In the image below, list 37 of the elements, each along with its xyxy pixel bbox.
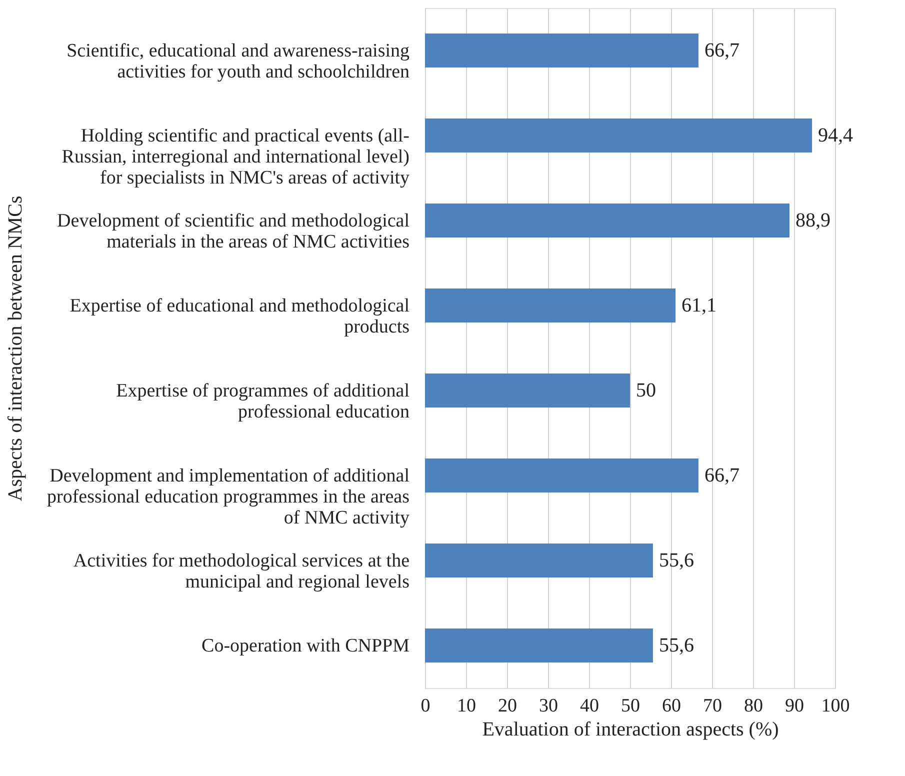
y-tick-label: Scientific, educational and awareness-raising activities for youth and schoolchildren (66, 40, 410, 82)
data-label: 66,7 (704, 40, 740, 62)
data-label: 88,9 (795, 210, 830, 232)
data-label: 55,6 (658, 634, 694, 656)
y-tick-label: Expertise of programmes of additional professional education (116, 380, 410, 422)
bar (425, 458, 698, 492)
bar (425, 118, 812, 152)
y-tick-label: Holding scientific and practical events (all- Russian, interregional and international level) for specialists in NMC's areas of activity (62, 126, 410, 188)
x-tick-label: 70 (703, 696, 722, 716)
y-tick-label: Expertise of educational and methodological products (70, 296, 410, 338)
bar (425, 288, 676, 322)
y-tick-label: Co-operation with CNPPM (202, 636, 410, 656)
data-label: 94,4 (818, 124, 854, 146)
x-tick-label: 40 (580, 696, 599, 716)
y-tick-label: Activities for methodological services at the municipal and regional levels (73, 550, 410, 592)
data-label: 66,7 (704, 464, 740, 486)
bar (425, 204, 790, 238)
data-label: 50 (636, 380, 656, 402)
data-label: 55,6 (658, 550, 694, 572)
x-tick-label: 80 (744, 696, 763, 716)
bar (425, 628, 653, 662)
bar (425, 34, 698, 68)
x-tick-label: 60 (662, 696, 681, 716)
y-tick-label: Development and implementation of additional professional education programmes in the areas of NMC activity (47, 466, 410, 528)
x-tick-label: 50 (621, 696, 640, 716)
y-tick-label: Development of scientific and methodological materials in the areas of NMC activities (57, 210, 410, 252)
x-tick-label: 10 (457, 696, 476, 716)
x-tick-label: 100 (821, 696, 850, 716)
y-axis-title: Aspects of interaction between NMCs (4, 196, 26, 502)
x-tick-label: 30 (539, 696, 558, 716)
data-label: 61,1 (682, 294, 717, 316)
bar (425, 544, 653, 578)
x-axis-title: Evaluation of interaction aspects (%) (482, 718, 779, 740)
x-tick-label: 20 (498, 696, 517, 716)
bar (425, 374, 630, 408)
x-tick-label: 90 (785, 696, 804, 716)
x-tick-label: 0 (420, 696, 430, 716)
